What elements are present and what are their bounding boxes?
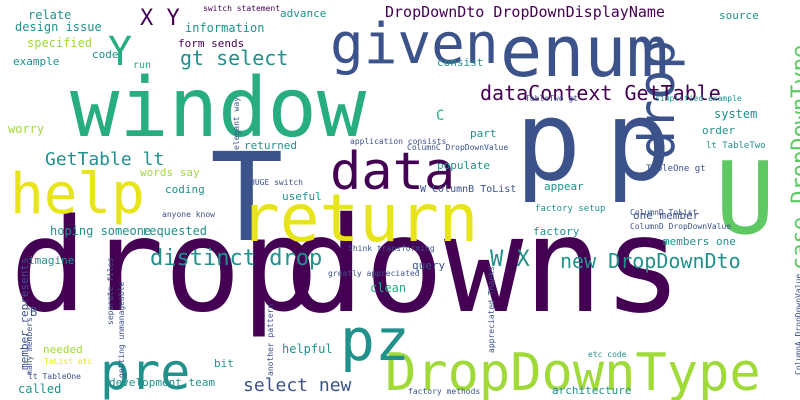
word-members-one: members one — [663, 234, 736, 248]
word-source: source — [719, 8, 759, 22]
word-huge-switch: HUGE switch — [250, 177, 303, 187]
word-columnd-dropdownvalue: ColumnD DropDownValue — [630, 221, 732, 231]
word-select-new: select new — [243, 375, 352, 397]
word-case-dropdowntype: case DropDownType — [788, 44, 800, 270]
word-given: given — [330, 12, 499, 78]
word-p: p — [515, 77, 582, 206]
word-called: called — [18, 381, 62, 396]
word-factory: factory — [533, 224, 580, 238]
word-columnd-tolist: ColumnD ToList — [630, 207, 698, 217]
word-appreciated-thanks: appreciated Thanks — [487, 266, 496, 353]
word-dropdowndto-dropdowndisplayname: DropDownDto DropDownDisplayName — [385, 2, 665, 21]
word-advance: advance — [280, 6, 327, 20]
word-drop: drop — [10, 191, 319, 341]
word-p: p — [605, 77, 672, 206]
word-pz: pz — [340, 305, 410, 374]
word-needed: needed — [43, 342, 83, 356]
word-new-dropdowndto: new DropDownDto — [560, 248, 741, 273]
word-tableone-gt: TableOne gt — [646, 164, 706, 175]
word-data: data — [330, 142, 456, 203]
word-gettable-lt: GetTable lt — [45, 149, 165, 171]
word-help: help — [10, 162, 145, 228]
word-enum: enum — [500, 10, 669, 93]
word-hoping-someone: hoping someone — [50, 223, 152, 238]
word-window: window — [70, 60, 367, 156]
word-return: return — [240, 179, 479, 257]
word-lt-tabletwo: lt TableTwo — [706, 141, 766, 152]
word-run: run — [133, 60, 152, 72]
word-elegant-way: elegant way — [232, 97, 241, 150]
word-another-pattern: another pattern — [266, 303, 275, 376]
word-datacontext-gettable: dataContext GetTable — [480, 80, 721, 105]
word-etc-code: etc code — [588, 349, 627, 359]
word-development-team: development team — [109, 375, 215, 389]
word-information: information — [185, 20, 265, 35]
word-many-members: many members — [25, 317, 34, 375]
word-code: code — [92, 47, 119, 61]
word-clean: clean — [370, 280, 407, 295]
word-factory-setup: factory setup — [535, 204, 606, 215]
word-coding: coding — [165, 182, 205, 196]
word-anyone-know: anyone know — [162, 209, 215, 219]
word-useful: useful — [282, 189, 322, 203]
word-w-x: W X — [490, 247, 530, 273]
word-columnc-dropdownvalue: ColumnC DropDownValue — [407, 142, 509, 152]
word-form-sends: form sends — [178, 36, 245, 50]
word-distinct-drop: distinct drop — [150, 246, 323, 272]
word-pre: pre — [100, 343, 191, 400]
word-relate: relate — [28, 7, 72, 22]
word-query: query — [412, 258, 446, 272]
word-b: B — [30, 304, 38, 319]
word-bit: bit — [214, 356, 234, 370]
word-separate-files: separate files — [106, 257, 115, 325]
word-lt-tableone: lt TableOne — [28, 371, 81, 381]
word-application-consists: application consists — [350, 136, 447, 146]
word-tolist-etc: ToList etc — [44, 356, 93, 366]
word-tabletwo-gt: TableTwo gt — [525, 93, 578, 103]
word-returned: returned — [244, 138, 297, 152]
word-t: T — [210, 127, 284, 270]
word-y: Y — [108, 28, 133, 75]
word-design-issue: design issue — [15, 19, 102, 34]
word-downs: downs — [285, 188, 683, 343]
word-words-say: words say — [140, 165, 200, 179]
word-system: system — [714, 106, 758, 121]
word-one-member: one member — [633, 208, 700, 222]
word-switch-statement: switch statement — [203, 3, 281, 13]
word-imagine: imagine — [28, 253, 75, 267]
word-think-transforming: think transforming — [348, 243, 435, 253]
word-factory-methods: factory methods — [408, 386, 481, 396]
word-consist: consist — [437, 55, 484, 69]
word-columna-dropdownvalue: ColumnA DropDownValue — [794, 273, 800, 375]
word-part: part — [470, 126, 497, 140]
word-specified: specified — [27, 35, 93, 50]
word-helpful: helpful — [282, 341, 333, 356]
word-greatly-appreciated: greatly appreciated — [328, 268, 420, 278]
word-x-y: X Y — [140, 6, 180, 32]
word-gt-select: gt select — [180, 45, 289, 70]
word-worry: worry — [8, 121, 45, 136]
word-w-columnb-tolist: W ColumnB ToList — [420, 184, 517, 196]
word-simplified-example: simplified example — [655, 93, 742, 103]
word-dropdowntype: DropDownType — [385, 343, 761, 400]
word-c: C — [436, 108, 445, 125]
word-u: U — [715, 140, 776, 257]
word-appear: appear — [544, 179, 584, 193]
word-getting-unmanageable: getting unmanageable — [117, 281, 126, 378]
word-requested: requested — [142, 223, 208, 238]
word-example: example — [13, 54, 60, 68]
word-populate: populate — [437, 158, 490, 172]
word-order: order — [702, 123, 736, 137]
word-architecture: architecture — [552, 383, 632, 397]
